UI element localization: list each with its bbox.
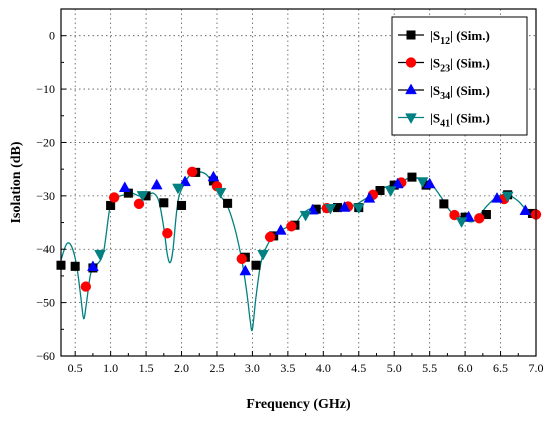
x-tick-label: 3.0 [245, 361, 260, 375]
data-point-s0-12 [251, 260, 261, 270]
legend-label-main: |S [430, 28, 440, 43]
legend-marker-2 [405, 83, 417, 95]
legend-label-main: |S [430, 83, 440, 98]
legend-marker-1 [405, 57, 417, 68]
data-point-s1-4 [186, 166, 198, 178]
data-point-s1-7 [264, 231, 276, 243]
axis-ticks: 0.5 1.0 1.5 2.0 2.5 3.0 3.5 4.0 4.5 5.0 5.5 6.0 6.5 7… [36, 29, 543, 375]
x-tick-label: 1.0 [103, 361, 118, 375]
data-point-s1-3 [162, 228, 173, 239]
data-point-s2-13 [491, 192, 503, 203]
data-point-s2-0 [87, 260, 99, 271]
data-point-s3-8 [384, 186, 397, 198]
data-point-s1-2 [133, 198, 145, 210]
legend-label-rest: | (Sim.) [450, 56, 490, 71]
data-point-s2-14 [519, 204, 532, 215]
data-point-s2-6 [274, 224, 287, 235]
data-point-s3-9 [416, 177, 429, 188]
y-tick-label: −30 [36, 189, 55, 203]
data-point-s0-20 [407, 172, 417, 182]
x-tick-label: 5.0 [387, 361, 402, 375]
legend-label-rest: | (Sim.) [450, 83, 490, 98]
y-tick-label: −50 [36, 296, 55, 310]
data-point-s3-1 [136, 191, 149, 202]
x-tick-label: 5.5 [422, 361, 437, 375]
data-point-s2-4 [207, 170, 220, 182]
plot-frame [60, 8, 537, 357]
x-tick-label: 4.5 [351, 361, 366, 375]
marker-layer [56, 166, 542, 292]
legend-label-sub: 34 [440, 91, 450, 102]
data-point-s2-8 [338, 201, 351, 212]
y-tick-label: −40 [36, 242, 55, 256]
x-tick-label: 4.0 [316, 361, 331, 375]
data-point-s0-10 [223, 198, 233, 208]
series-1-markers [80, 166, 542, 292]
legend: |S12| (Sim.)|S23| (Sim.)|S34| (Sim.)|S41… [391, 16, 528, 136]
legend-label-sub: 12 [440, 36, 450, 47]
data-point-s3-0 [94, 249, 106, 261]
data-point-s3-10 [455, 217, 468, 228]
legend-label-sub: 23 [440, 64, 450, 75]
legend-marker-0 [406, 30, 416, 40]
x-tick-label: 0.5 [68, 361, 83, 375]
x-tick-label: 6.0 [458, 361, 473, 375]
data-point-s3-2 [172, 183, 184, 195]
data-point-s2-3 [179, 175, 191, 187]
legend-label-rest: | (Sim.) [450, 111, 490, 126]
legend-label-rest: | (Sim.) [450, 28, 490, 43]
data-point-s2-2 [150, 178, 163, 190]
data-point-s2-1 [118, 181, 131, 192]
data-point-s2-9 [363, 192, 376, 203]
y-tick-label: −60 [36, 349, 55, 363]
data-point-s0-1 [70, 261, 80, 271]
x-tick-label: 1.5 [139, 361, 154, 375]
legend-label-main: |S [430, 111, 440, 126]
y-tick-label: −10 [36, 82, 55, 96]
legend-label-sub: 41 [440, 119, 450, 130]
y-tick-label: −20 [36, 135, 55, 149]
data-point-s2-11 [423, 177, 436, 189]
legend-label-0: |S12| (Sim.) [430, 28, 490, 47]
x-tick-label: 2.5 [209, 361, 224, 375]
legend-label-main: |S [430, 56, 440, 71]
data-point-s1-1 [108, 192, 120, 203]
data-point-s1-6 [236, 253, 247, 265]
legend-marker-3 [405, 113, 417, 124]
x-tick-label: 6.5 [493, 361, 508, 375]
data-point-s0-22 [439, 199, 449, 209]
data-point-s2-10 [391, 177, 404, 189]
data-point-s3-11 [501, 191, 514, 203]
data-point-s0-7 [177, 200, 187, 210]
series-3-markers [94, 177, 514, 261]
x-axis-title: Frequency (GHz) [246, 397, 351, 412]
series-2-markers [87, 170, 532, 276]
y-axis-title: Isolation (dB) [9, 141, 24, 223]
data-point-s3-5 [299, 210, 312, 222]
legend-label-1: |S23| (Sim.) [430, 56, 490, 75]
data-point-s3-4 [257, 249, 269, 261]
x-tick-label: 3.5 [280, 361, 295, 375]
y-tick-label: 0 [49, 29, 55, 43]
data-point-s0-6 [159, 198, 169, 208]
data-point-s3-6 [324, 203, 337, 215]
legend-label-3: |S41| (Sim.) [430, 111, 490, 130]
data-point-s1-0 [80, 281, 92, 292]
x-tick-label: 7.0 [529, 361, 544, 375]
legend-label-2: |S34| (Sim.) [430, 83, 490, 102]
data-point-s1-14 [474, 213, 485, 224]
data-point-s1-8 [286, 221, 297, 232]
data-point-s2-5 [239, 264, 252, 276]
data-point-s3-3 [214, 187, 227, 199]
x-tick-label: 2.0 [174, 361, 189, 375]
data-point-s3-7 [352, 203, 365, 215]
